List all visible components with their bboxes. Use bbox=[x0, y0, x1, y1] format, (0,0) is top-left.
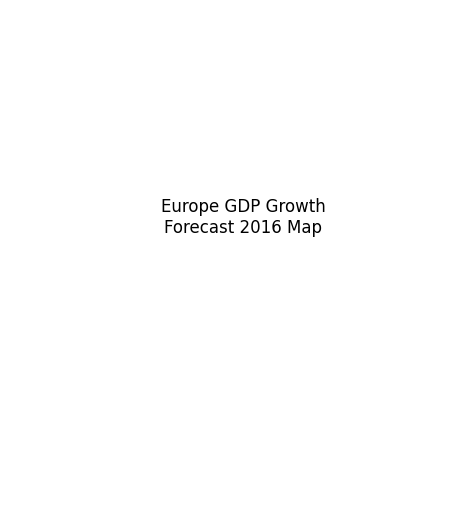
Text: Europe GDP Growth
Forecast 2016 Map: Europe GDP Growth Forecast 2016 Map bbox=[161, 199, 325, 237]
